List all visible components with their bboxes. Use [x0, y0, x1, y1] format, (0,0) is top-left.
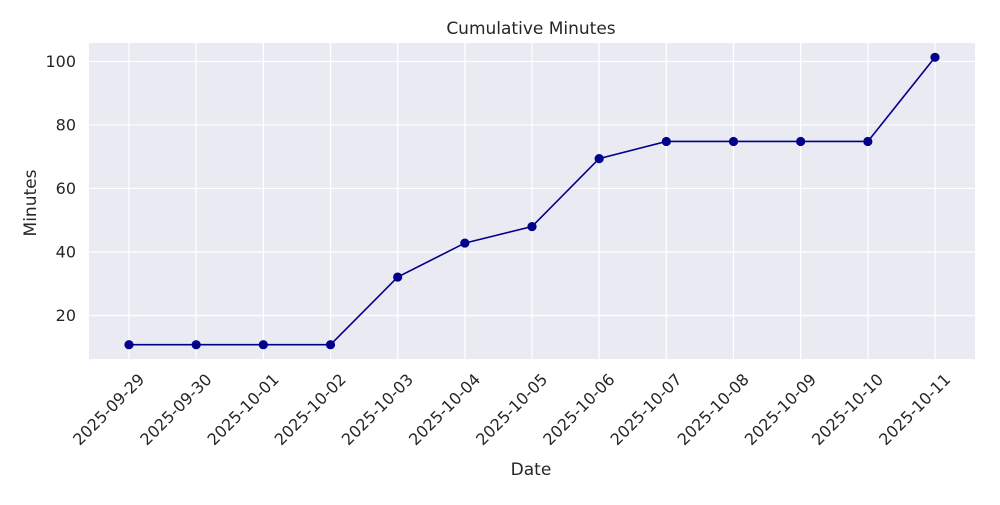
data-point [191, 340, 201, 350]
x-tick-label: 2025-10-02 [271, 370, 350, 449]
data-point [124, 340, 134, 350]
x-tick-label: 2025-10-07 [606, 370, 685, 449]
data-point [460, 238, 470, 248]
x-tick-label: 2025-10-04 [405, 370, 484, 449]
x-tick-label: 2025-10-10 [808, 370, 887, 449]
data-point [863, 136, 873, 147]
x-axis-ticks: 2025-09-292025-09-302025-10-012025-10-02… [69, 370, 954, 449]
y-axis-ticks: 20 40 60 80 100 [45, 52, 76, 325]
chart-title: Cumulative Minutes [446, 19, 615, 39]
y-tick-label: 40 [56, 242, 76, 261]
grid-lines [89, 43, 975, 359]
data-point [527, 221, 537, 232]
x-tick-label: 2025-09-30 [136, 370, 215, 449]
y-tick-label: 20 [56, 306, 76, 325]
y-tick-label: 100 [45, 52, 76, 71]
x-tick-label: 2025-10-01 [203, 370, 282, 449]
x-tick-label: 2025-10-03 [338, 370, 417, 449]
x-tick-label: 2025-10-05 [472, 370, 551, 449]
data-point [594, 154, 604, 164]
data-point [325, 340, 336, 350]
series-layer [124, 52, 940, 350]
x-axis-label: Date [511, 460, 552, 480]
x-tick-label: 2025-10-06 [539, 370, 618, 449]
data-point [796, 136, 806, 147]
x-tick-label: 2025-10-09 [741, 370, 820, 449]
x-tick-label: 2025-10-08 [674, 370, 753, 449]
y-tick-label: 60 [56, 179, 76, 198]
data-point [258, 340, 268, 350]
x-tick-label: 2025-09-29 [69, 370, 148, 449]
data-point [728, 136, 739, 147]
data-point [661, 136, 671, 147]
data-point [393, 272, 403, 282]
y-axis-label: Minutes [21, 169, 41, 236]
y-tick-label: 80 [56, 115, 76, 134]
x-tick-label: 2025-10-11 [875, 370, 954, 449]
data-point [930, 52, 940, 62]
